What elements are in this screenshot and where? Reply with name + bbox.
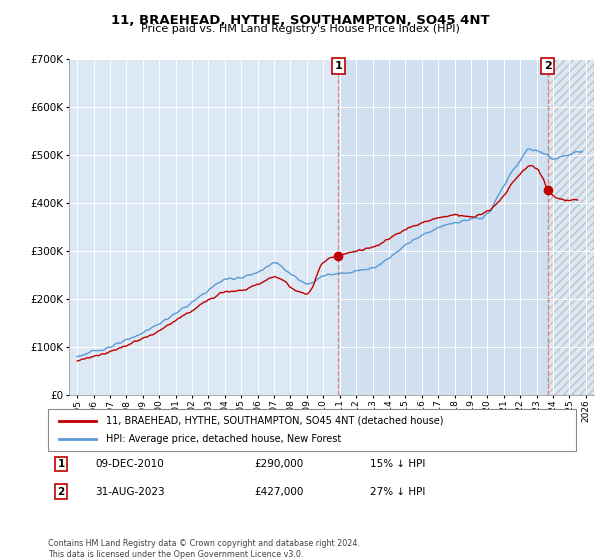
Text: Contains HM Land Registry data © Crown copyright and database right 2024.
This d: Contains HM Land Registry data © Crown c… (48, 539, 360, 559)
Text: £290,000: £290,000 (254, 459, 303, 469)
Text: 2: 2 (58, 487, 65, 497)
Text: 09-DEC-2010: 09-DEC-2010 (95, 459, 164, 469)
Text: 1: 1 (58, 459, 65, 469)
Text: 11, BRAEHEAD, HYTHE, SOUTHAMPTON, SO45 4NT (detached house): 11, BRAEHEAD, HYTHE, SOUTHAMPTON, SO45 4… (106, 416, 443, 426)
Bar (338, 59, 548, 395)
Text: 27% ↓ HPI: 27% ↓ HPI (370, 487, 425, 497)
Text: £427,000: £427,000 (254, 487, 303, 497)
Text: 2: 2 (544, 61, 551, 71)
Text: 31-AUG-2023: 31-AUG-2023 (95, 487, 165, 497)
FancyBboxPatch shape (48, 409, 576, 451)
Text: 1: 1 (335, 61, 342, 71)
Text: 15% ↓ HPI: 15% ↓ HPI (370, 459, 425, 469)
Text: Price paid vs. HM Land Registry's House Price Index (HPI): Price paid vs. HM Land Registry's House … (140, 24, 460, 34)
Text: HPI: Average price, detached house, New Forest: HPI: Average price, detached house, New … (106, 435, 341, 445)
Text: 11, BRAEHEAD, HYTHE, SOUTHAMPTON, SO45 4NT: 11, BRAEHEAD, HYTHE, SOUTHAMPTON, SO45 4… (110, 14, 490, 27)
Bar (548, 59, 594, 395)
